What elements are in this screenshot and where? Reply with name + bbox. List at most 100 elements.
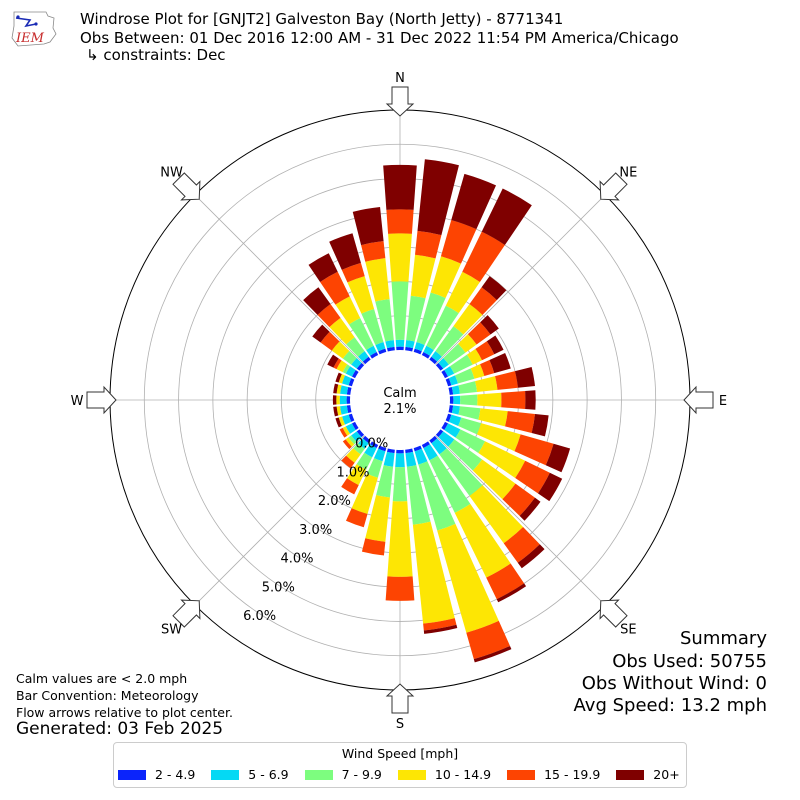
windrose-bar-segment [348, 413, 355, 422]
windrose-bar-segment [346, 448, 361, 463]
legend-item: 5 - 6.9 [211, 767, 289, 782]
windrose-bar-segment [376, 465, 394, 498]
windrose-bar-segment [421, 441, 430, 449]
windrose-bar-segment [458, 334, 477, 353]
windrose-bar-segment [385, 576, 415, 601]
windrose-bar-segment [329, 317, 355, 345]
windrose-bar-segment [416, 292, 446, 345]
compass-arrow-sw [172, 599, 201, 628]
windrose-bar-segment [418, 461, 456, 531]
windrose-bar-segment [385, 340, 395, 349]
constraints-text: ↳ constraints: Dec [86, 46, 226, 64]
legend-swatch [397, 769, 426, 780]
legend-items: 2 - 4.9 5 - 6.9 7 - 9.9 10 - 14.9 15 - 19.9 2… [118, 767, 696, 782]
windrose-bar-segment [373, 448, 386, 462]
grid-spoke [194, 194, 365, 365]
windrose-bar-segment [458, 417, 482, 435]
windrose-bar-segment [480, 315, 499, 335]
windrose-bar-segment [429, 435, 438, 444]
legend-label: 2 - 4.9 [155, 767, 196, 782]
radial-tick-label: 6.0% [243, 609, 276, 624]
windrose-bar-segment [358, 438, 369, 449]
windrose-bar-segment [342, 426, 351, 436]
compass-arrows [86, 86, 714, 714]
windrose-bar-segment [414, 342, 425, 352]
legend-item: 20+ [616, 767, 680, 782]
windrose-bar-segment [396, 449, 404, 454]
legend-label: 10 - 14.9 [434, 767, 492, 782]
windrose-bar-segment [455, 429, 486, 454]
compass-label-s: S [396, 717, 404, 732]
convention-note: Bar Convention: Meteorology [16, 688, 199, 703]
windrose-bar-segment [537, 472, 563, 502]
windrose-bar-segment [345, 437, 355, 447]
windrose-bar-segment [421, 351, 430, 359]
windrose-bar-segment [466, 620, 511, 660]
windrose-bar-segment [348, 435, 357, 445]
windrose-bar-segment [501, 391, 526, 409]
radial-tick-label: 4.0% [280, 552, 313, 567]
compass-arrow-n [385, 86, 415, 117]
windrose-bar-segment [440, 220, 477, 264]
compass-arrow-e [683, 385, 714, 415]
windrose-bar-segment [333, 406, 339, 417]
windrose-bar-segment [338, 416, 345, 427]
windrose-bar-segment [378, 348, 387, 355]
compass-arrow-ne [599, 172, 628, 201]
windrose-bar-segment [333, 383, 339, 394]
windrose-bar-segment [378, 445, 387, 452]
windrose-bar-segment [340, 385, 349, 395]
summary-obs-used: Obs Used: 50755 [612, 651, 767, 672]
windrose-bar-segment [396, 346, 404, 351]
iem-logo: IEM [11, 11, 57, 47]
windrose-bar-segment [443, 343, 466, 365]
windrose-bar-segment [347, 276, 375, 314]
windrose-bar-segment [444, 423, 461, 438]
windrose-bar-segment [426, 305, 459, 351]
windrose-bar-segment [525, 390, 536, 410]
windrose-bar-segment [352, 207, 384, 246]
windrose-bar-segment [429, 455, 471, 513]
windrose-bar-segment [439, 448, 483, 497]
grid-spoke [435, 435, 606, 606]
windrose-bar-segment [475, 341, 495, 361]
windrose-bar-segment [423, 444, 438, 461]
windrose-bar-segment [387, 501, 413, 577]
windrose-bar-segment [458, 406, 481, 420]
logo-text: IEM [15, 31, 45, 46]
windrose-bar-segment [415, 230, 442, 259]
windrose-bar-segment [346, 396, 351, 404]
windrose-bar-segment [327, 354, 339, 368]
windrose-bar-segment [386, 448, 395, 454]
compass-arrow-w [86, 385, 117, 415]
windrose-bar-segment [375, 299, 394, 342]
windrose-bar-segment [317, 303, 341, 328]
windrose-bar-segment [406, 465, 431, 525]
windrose-bar-segment [514, 434, 554, 466]
windrose-bar-segment [475, 376, 498, 393]
windrose-bar-segment [342, 375, 352, 386]
legend-swatch [118, 769, 146, 780]
legend-item: 2 - 4.9 [118, 767, 195, 782]
windrose-bar-segment [451, 173, 497, 230]
compass-label-sw: SW [161, 622, 182, 637]
windrose-bar-segment [395, 453, 405, 468]
windrose-bar-segment [437, 523, 499, 633]
windrose-bar-segment [312, 324, 330, 343]
windrose-bar-segment [405, 340, 415, 349]
windrose-bar-segment [335, 417, 342, 428]
windrose-bar-segment [336, 406, 342, 416]
windrose-bar-segment [473, 645, 512, 663]
windrose-bar-segment [435, 362, 444, 371]
windrose-bar-segment [388, 233, 412, 282]
radial-tick-label: 1.0% [336, 465, 369, 480]
windrose-bar-segment [365, 495, 390, 542]
windrose-bar-segment [362, 356, 371, 365]
windrose-bar-segment [335, 296, 361, 325]
windrose-bar-segment [458, 381, 478, 394]
windrose-bar-segment [423, 624, 458, 634]
radial-tick-label: 3.0% [299, 523, 332, 538]
windrose-bar-segment [495, 371, 518, 390]
windrose-bar-segment [412, 521, 455, 624]
windrose-bar-segment [469, 287, 497, 315]
